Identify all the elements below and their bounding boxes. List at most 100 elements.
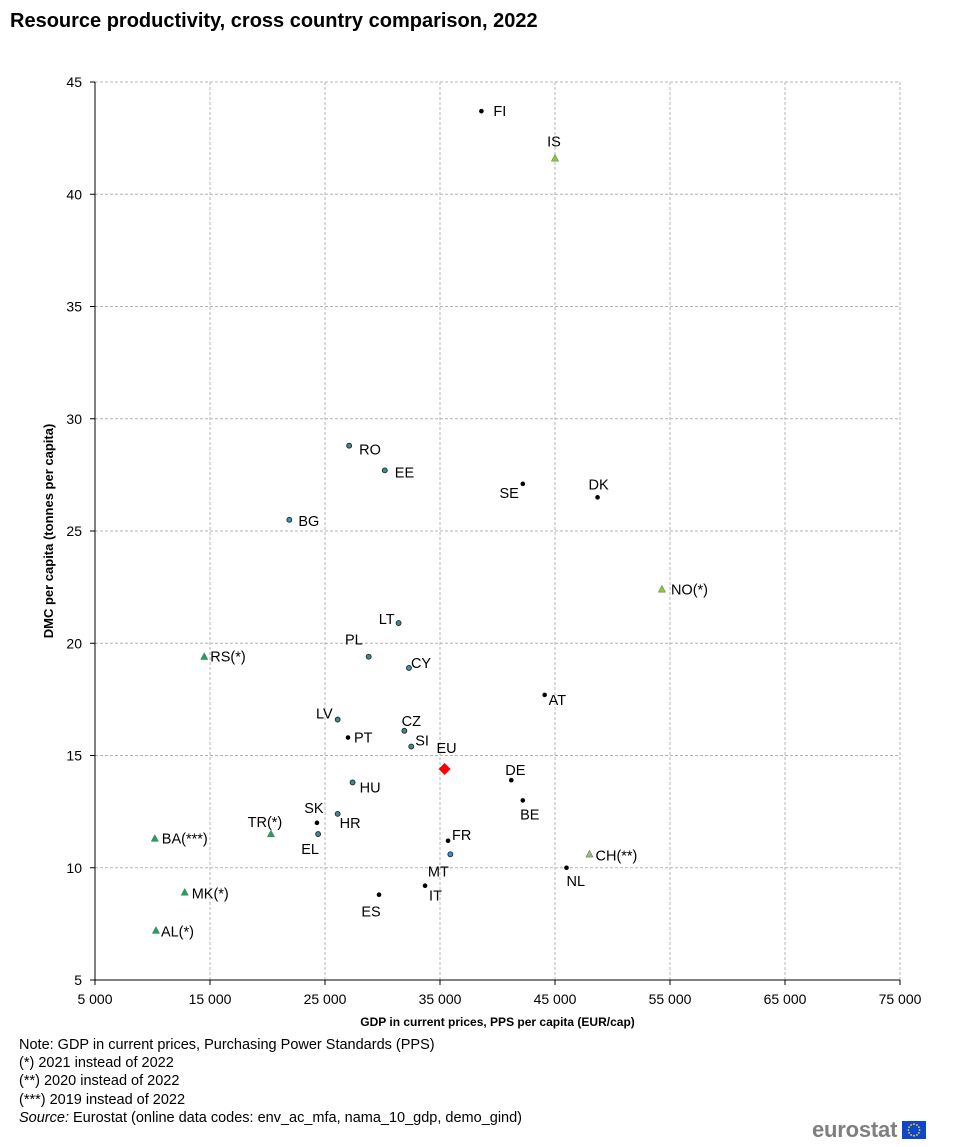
point-al [151,926,160,934]
data-label: IT [429,889,442,905]
data-label: ES [361,905,380,921]
note-line: (***) 2019 instead of 2022 [19,1091,186,1108]
data-label: EL [301,842,319,858]
y-tick-label: 35 [66,299,82,315]
point-de [509,777,514,783]
data-label: PL [345,633,363,649]
data-label: HU [360,780,381,796]
point-nl [564,865,569,871]
point-be [520,798,526,803]
note-line: (**) 2020 instead of 2022 [19,1073,180,1090]
x-tick-label: 55 000 [649,991,692,1007]
x-tick-label: 15 000 [189,991,232,1007]
point-at [542,692,547,698]
x-tick-label: 35 000 [419,991,462,1007]
y-tick-label: 40 [66,186,82,202]
point-tr [266,829,275,838]
data-label: LT [379,612,395,628]
point-dk [595,495,600,500]
point-is [550,153,560,162]
y-tick-label: 25 [66,523,82,539]
x-tick-label: 25 000 [304,991,347,1007]
y-tick-label: 10 [66,860,82,876]
data-label: NO(*) [671,582,708,598]
point-pt [345,735,351,740]
note-line: (*) 2021 instead of 2022 [19,1055,174,1072]
data-label: SE [499,486,519,502]
x-axis-label: GDP in current prices, PPS per capita (E… [360,1015,635,1029]
point-ba [150,834,159,842]
data-label: CH(**) [596,848,638,864]
data-label: PT [354,731,373,747]
x-tick-label: 5 000 [77,991,112,1007]
y-tick-label: 15 [66,748,82,764]
eurostat-logo: eurostat [812,1117,927,1143]
data-label: CZ [402,714,421,730]
data-label: TR(*) [248,815,283,831]
x-tick-label: 65 000 [764,991,807,1007]
point-ro [346,442,353,449]
data-label: HR [340,816,361,832]
point-si [408,743,415,750]
note-line: Note: GDP in current prices, Purchasing … [19,1037,435,1053]
logo-text: eurostat [812,1117,898,1142]
data-label: SK [304,801,324,817]
x-tick-label: 45 000 [534,991,577,1007]
point-ee [381,467,388,474]
point-fr [445,838,451,844]
point-mt [447,851,454,858]
point-mk [180,887,189,896]
point-hu [349,779,356,786]
y-tick-label: 30 [66,411,82,427]
y-axis-label: DMC per capita (tonnes per capita) [41,424,56,639]
point-fi [479,108,484,114]
point-es [376,892,382,897]
x-tick-label: 75 000 [879,991,922,1007]
point-se [520,481,526,487]
chart-notes: Note: GDP in current prices, Purchasing … [19,1036,522,1127]
data-label: DE [505,763,525,779]
point-eu [438,762,451,775]
eu-flag-icon [902,1121,927,1139]
point-no [657,584,666,593]
point-sk [314,820,320,826]
data-label: AT [549,693,567,709]
point-cy [406,665,412,671]
point-pl [365,653,372,660]
data-label: RO [359,443,381,459]
point-ch [585,849,594,858]
data-label: BA(***) [162,832,208,848]
point-lv [334,716,341,723]
point-it [422,883,428,889]
data-label: NL [567,874,586,890]
data-label: CY [411,656,431,672]
point-lt [395,620,402,626]
y-tick-label: 5 [74,972,82,988]
data-label: IS [547,134,561,150]
point-rs [200,652,209,660]
data-label: FI [493,104,506,120]
data-label: EE [395,465,415,481]
data-label: MK(*) [192,886,229,902]
data-label: RS(*) [210,650,245,666]
chart-title: Resource productivity, cross country com… [10,10,538,32]
point-hr [334,810,341,817]
source-label: Source: [19,1109,69,1126]
data-label: LV [316,707,333,723]
data-label: DK [588,477,608,493]
data-label: SI [415,734,429,750]
data-label: MT [428,864,449,880]
source-text: Eurostat (online data codes: env_ac_mfa,… [68,1109,523,1126]
point-cz [401,727,408,734]
point-bg [286,516,293,523]
source-line: Source: Eurostat (online data codes: env… [19,1109,522,1127]
y-tick-label: 45 [66,74,82,90]
data-label: BG [298,514,319,530]
data-label: FR [452,828,471,844]
data-label: AL(*) [161,925,194,941]
y-tick-label: 20 [66,635,82,651]
point-el [315,831,322,837]
data-label: BE [520,807,540,823]
data-label: EU [437,741,457,757]
